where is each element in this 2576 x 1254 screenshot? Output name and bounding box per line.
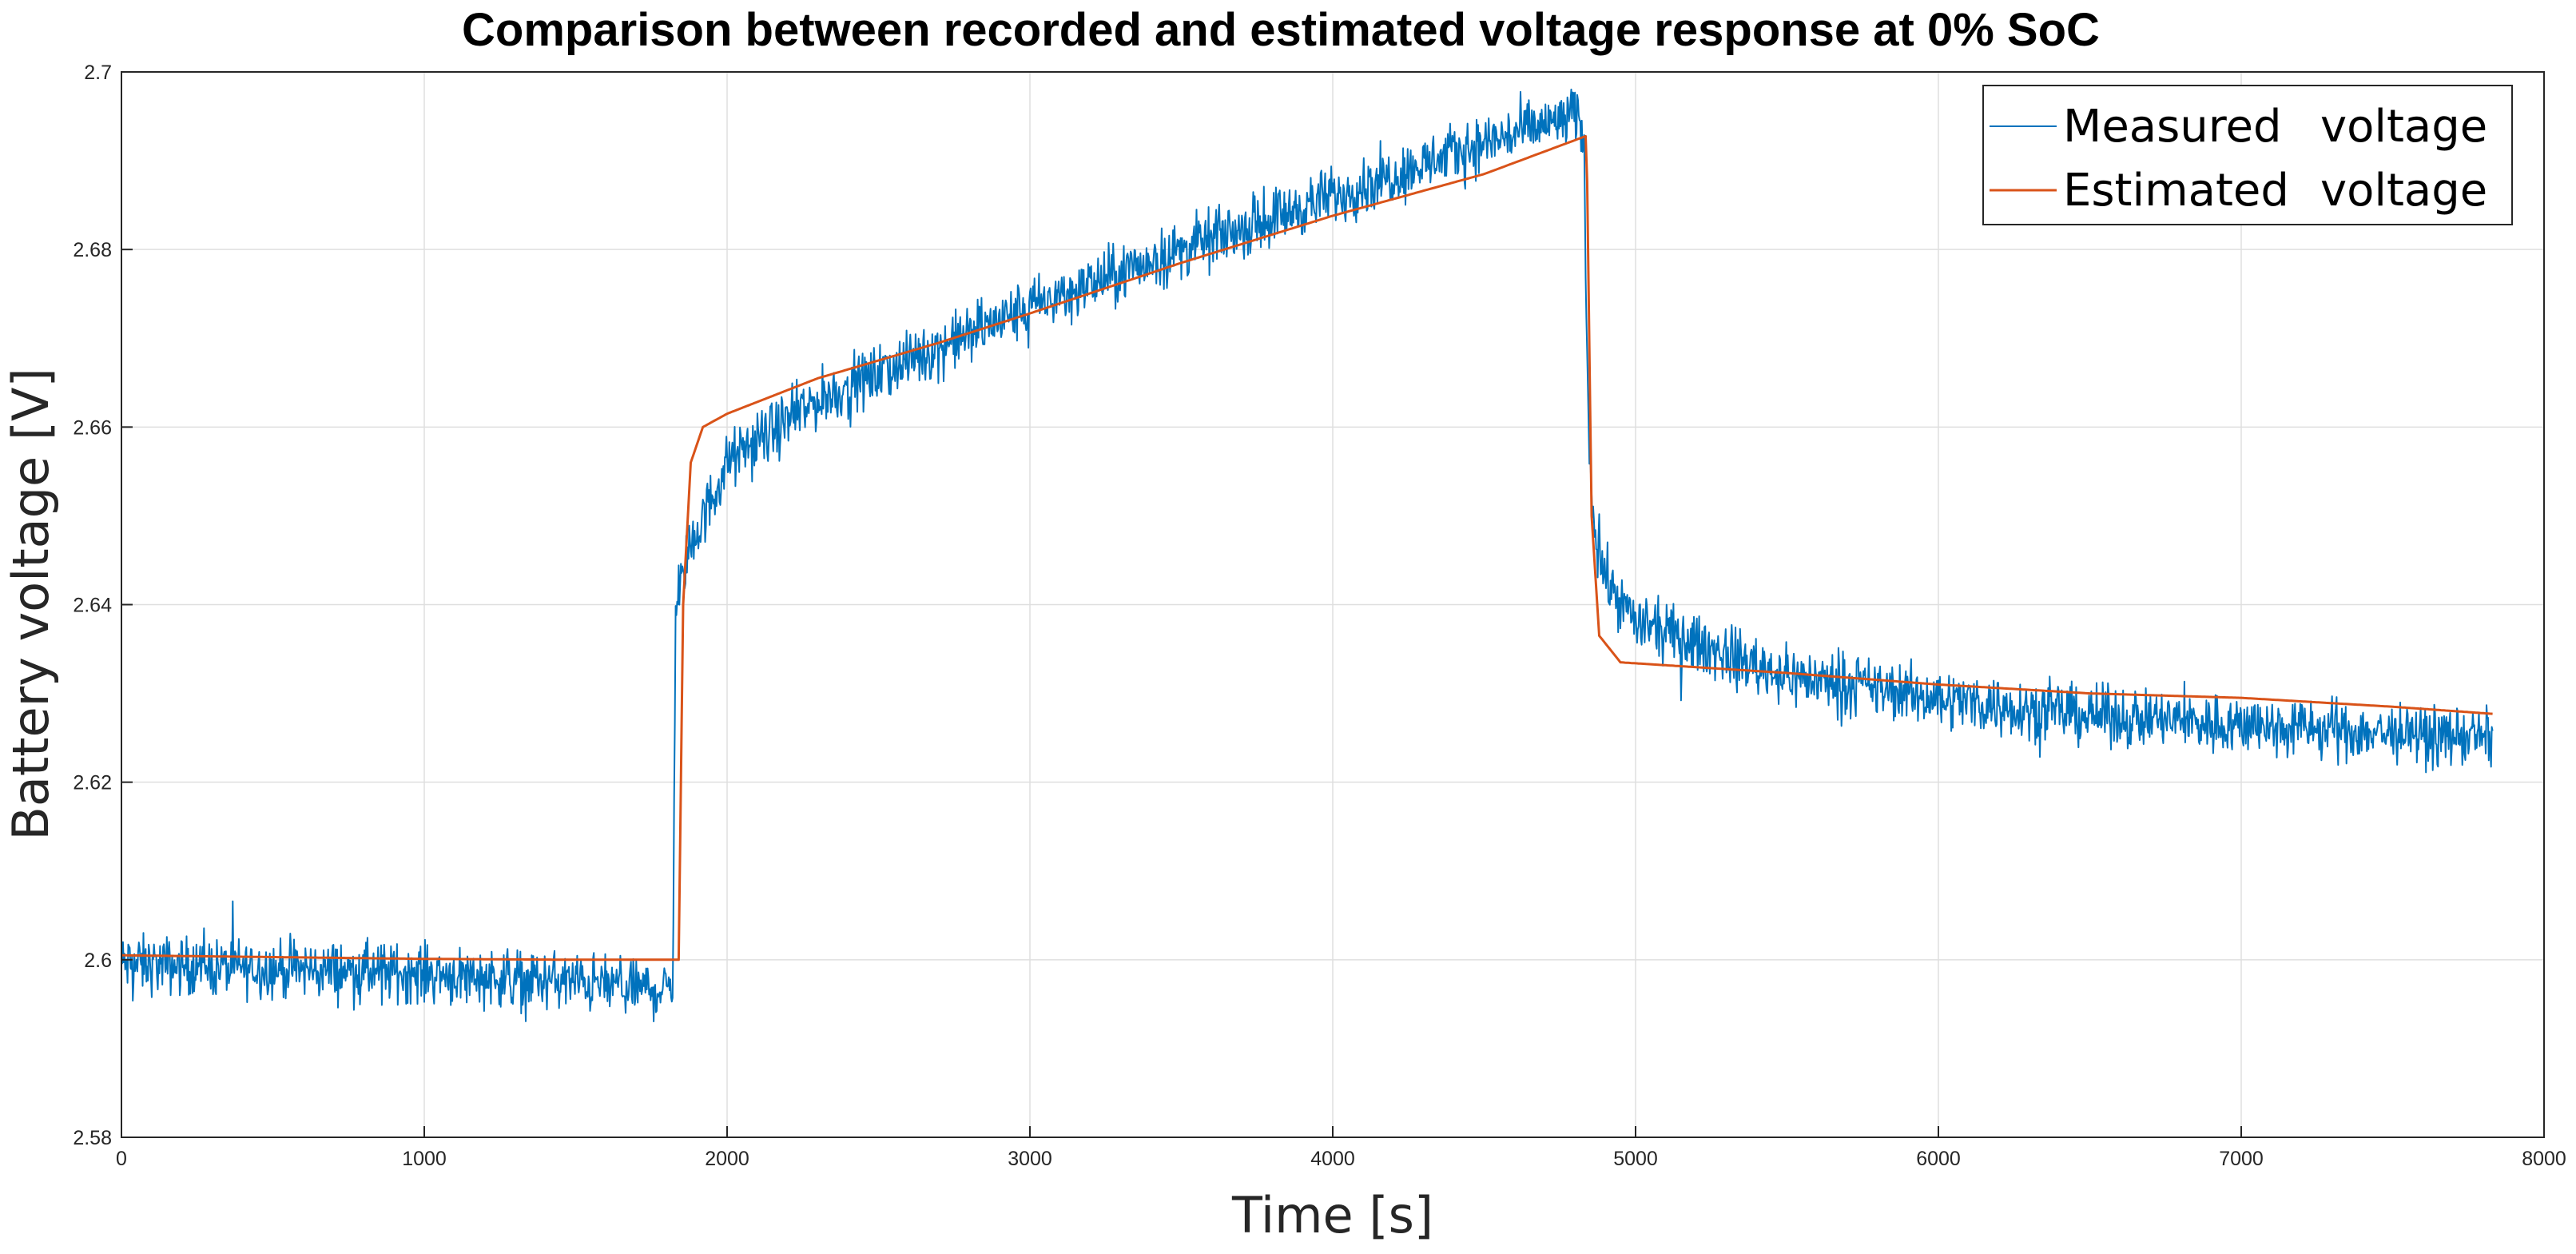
x-tick-label: 7000 (2219, 1148, 2264, 1170)
y-axis-label: Battery voltage [V] (2, 368, 60, 840)
x-tick-label: 1000 (402, 1148, 447, 1170)
x-tick-label: 8000 (2522, 1148, 2566, 1170)
legend-label-estimated-word1: Estimated (2063, 165, 2289, 217)
x-tick-label: 5000 (1613, 1148, 1658, 1170)
series-line-estimated-voltage (121, 134, 2493, 961)
x-axis-ticks: 0 1000 2000 3000 4000 5000 6000 7000 8000 (116, 1126, 2566, 1170)
legend-label-measured-word1: Measured (2063, 101, 2282, 153)
plot-area (121, 88, 2494, 1022)
legend: Measured voltage Estimated voltage (1982, 85, 2513, 225)
legend-label-measured-word2: voltage (2320, 101, 2487, 153)
legend-box (1982, 85, 2513, 225)
y-tick-label: 2.6 (84, 949, 112, 972)
x-tick-label: 2000 (705, 1148, 749, 1170)
chart-title: Comparison between recorded and estimate… (462, 4, 2100, 56)
legend-label-estimated-word2: voltage (2320, 165, 2487, 217)
x-tick-label: 6000 (1916, 1148, 1961, 1170)
y-tick-label: 2.64 (73, 595, 112, 617)
y-tick-label: 2.58 (73, 1127, 112, 1149)
y-tick-label: 2.68 (73, 239, 112, 261)
y-tick-label: 2.62 (73, 772, 112, 794)
series-line-measured-voltage (121, 88, 2494, 1022)
x-tick-label: 0 (116, 1148, 127, 1170)
x-tick-label: 4000 (1310, 1148, 1355, 1170)
x-axis-label: Time [s] (1231, 1186, 1433, 1244)
y-axis-ticks: 2.58 2.6 2.62 2.64 2.66 2.68 2.7 (73, 62, 133, 1149)
y-tick-label: 2.7 (84, 62, 112, 84)
x-tick-label: 3000 (1008, 1148, 1052, 1170)
y-tick-label: 2.66 (73, 416, 112, 439)
